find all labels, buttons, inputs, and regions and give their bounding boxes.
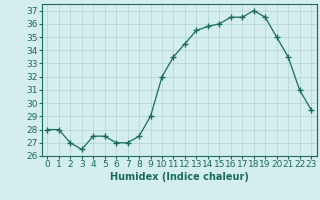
X-axis label: Humidex (Indice chaleur): Humidex (Indice chaleur) bbox=[110, 172, 249, 182]
